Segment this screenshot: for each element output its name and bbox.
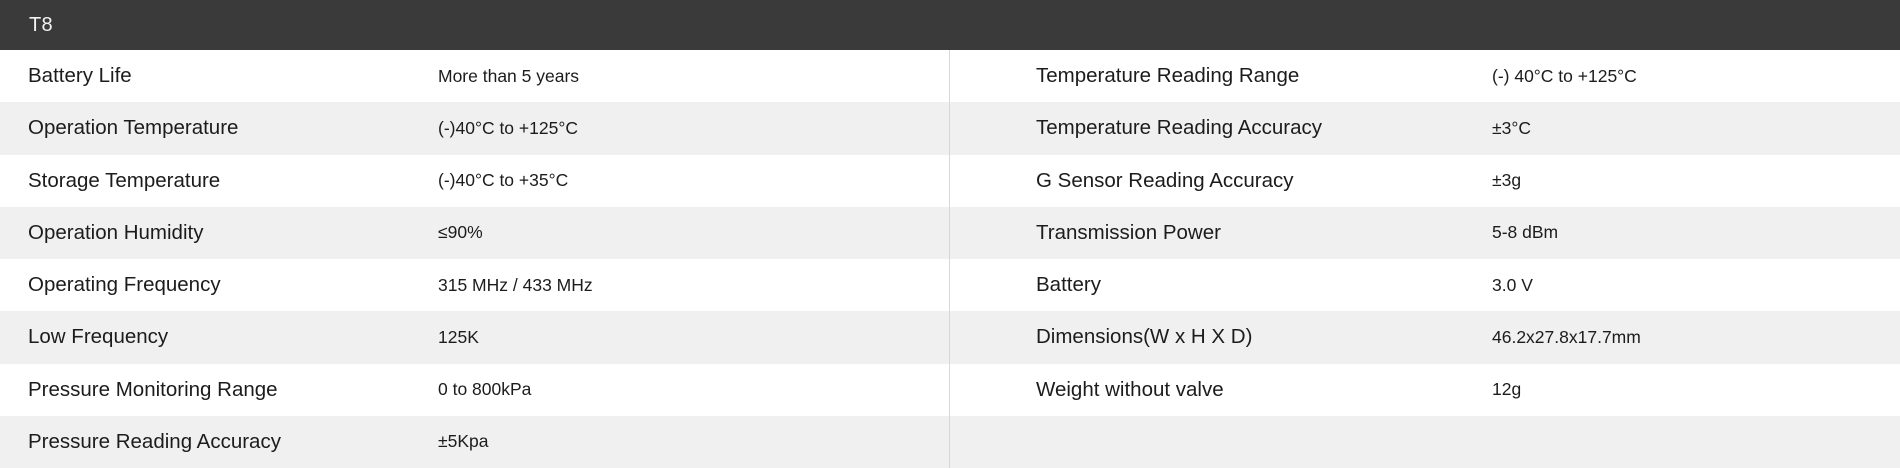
spec-value: (-) 40°C to +125°C [1492,65,1637,86]
spec-value: 3.0 V [1492,274,1533,295]
spec-label: Storage Temperature [28,168,221,192]
spec-row: Pressure Reading Accuracy ±5Kpa [0,415,949,468]
spec-row: Operation Temperature (-)40°C to +125°C [0,102,949,155]
spec-value: 12g [1492,379,1522,400]
spec-tables: Battery Life More than 5 years Operation… [0,50,1900,468]
spec-value: ±5Kpa [438,431,489,452]
spec-row: G Sensor Reading Accuracy ±3g [950,154,1900,207]
spec-label: Dimensions(W x H X D) [1036,325,1253,349]
spec-label: Transmission Power [1036,220,1221,244]
spec-label: Temperature Reading Range [1036,64,1300,88]
spec-label: Weight without valve [1036,377,1224,401]
spec-row: Battery 3.0 V [950,259,1900,312]
spec-value: 0 to 800kPa [438,379,532,400]
spec-value: ±3g [1492,170,1522,191]
spec-value: 125K [438,326,479,347]
spec-value: (-)40°C to +125°C [438,117,578,138]
spec-label: Operation Humidity [28,220,204,244]
header-bar: T8 [0,0,1900,50]
spec-row: Operation Humidity ≤90% [0,206,949,259]
spec-value: 5-8 dBm [1492,222,1559,243]
spec-row: Battery Life More than 5 years [0,50,949,103]
spec-label: Pressure Reading Accuracy [28,429,281,453]
spec-row [950,415,1900,468]
spec-value: 315 MHz / 433 MHz [438,274,593,295]
spec-row: Temperature Reading Range (-) 40°C to +1… [950,50,1900,103]
spec-label: Temperature Reading Accuracy [1036,116,1323,140]
spec-value: ≤90% [438,222,483,243]
spec-row: Operating Frequency 315 MHz / 433 MHz [0,259,949,312]
spec-value: 46.2x27.8x17.7mm [1492,326,1641,347]
spec-table-left: Battery Life More than 5 years Operation… [0,50,950,468]
spec-label: G Sensor Reading Accuracy [1036,168,1294,192]
spec-label: Pressure Monitoring Range [28,377,278,401]
spec-row: Dimensions(W x H X D) 46.2x27.8x17.7mm [950,311,1900,364]
spec-row: Storage Temperature (-)40°C to +35°C [0,154,949,207]
spec-value: (-)40°C to +35°C [438,170,569,191]
spec-value: More than 5 years [438,65,580,86]
spec-row: Pressure Monitoring Range 0 to 800kPa [0,363,949,416]
spec-label: Battery [1036,273,1101,297]
spec-label: Battery Life [28,64,132,88]
spec-row: Weight without valve 12g [950,363,1900,416]
spec-row: Temperature Reading Accuracy ±3°C [950,102,1900,155]
page-title: T8 [29,13,53,36]
spec-table-right: Temperature Reading Range (-) 40°C to +1… [950,50,1900,468]
spec-label: Operation Temperature [28,116,239,140]
spec-value: ±3°C [1492,117,1531,138]
spec-row: Transmission Power 5-8 dBm [950,206,1900,259]
spec-label: Operating Frequency [28,273,221,297]
spec-row: Low Frequency 125K [0,311,949,364]
spec-label: Low Frequency [28,325,169,349]
